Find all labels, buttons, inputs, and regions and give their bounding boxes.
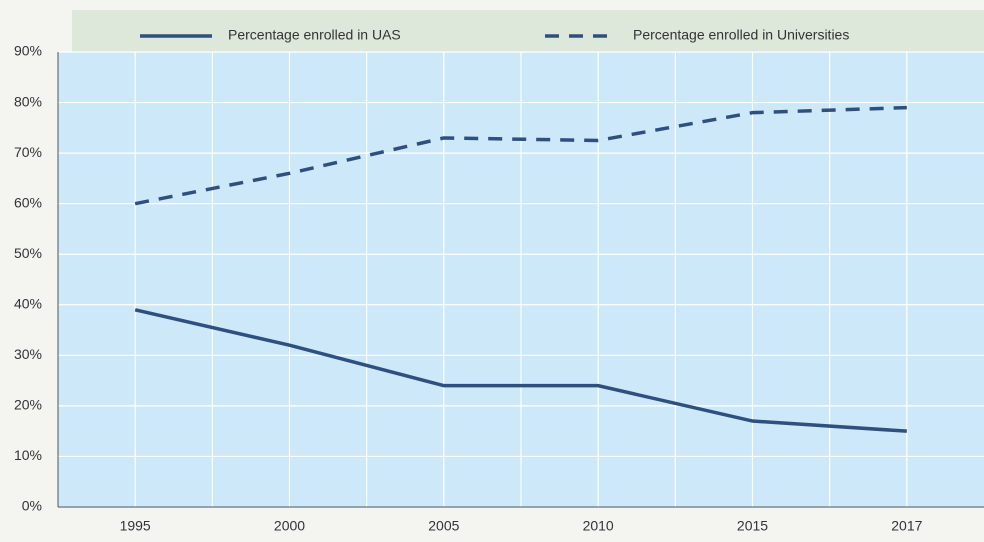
- y-tick-label: 70%: [14, 144, 42, 160]
- series-line: [134, 105, 907, 206]
- y-tick-label: 20%: [14, 397, 42, 413]
- legend-label: Percentage enrolled in UAS: [228, 27, 401, 43]
- y-tick-label: 90%: [14, 43, 42, 59]
- x-tick-label: 2005: [428, 518, 459, 534]
- x-tick-label: 2010: [583, 518, 614, 534]
- y-tick-label: 60%: [14, 194, 42, 210]
- y-tick-label: 10%: [14, 447, 42, 463]
- y-tick-label: 80%: [14, 93, 42, 109]
- y-tick-label: 30%: [14, 346, 42, 362]
- x-tick-label: 2017: [891, 518, 922, 534]
- x-tick-label: 1995: [120, 518, 151, 534]
- x-tick-label: 2000: [274, 518, 305, 534]
- y-tick-label: 40%: [14, 295, 42, 311]
- legend-label: Percentage enrolled in Universities: [633, 27, 849, 43]
- y-tick-label: 50%: [14, 245, 42, 261]
- y-tick-label: 0%: [22, 498, 42, 514]
- series-line: [134, 308, 907, 433]
- x-tick-label: 2015: [737, 518, 768, 534]
